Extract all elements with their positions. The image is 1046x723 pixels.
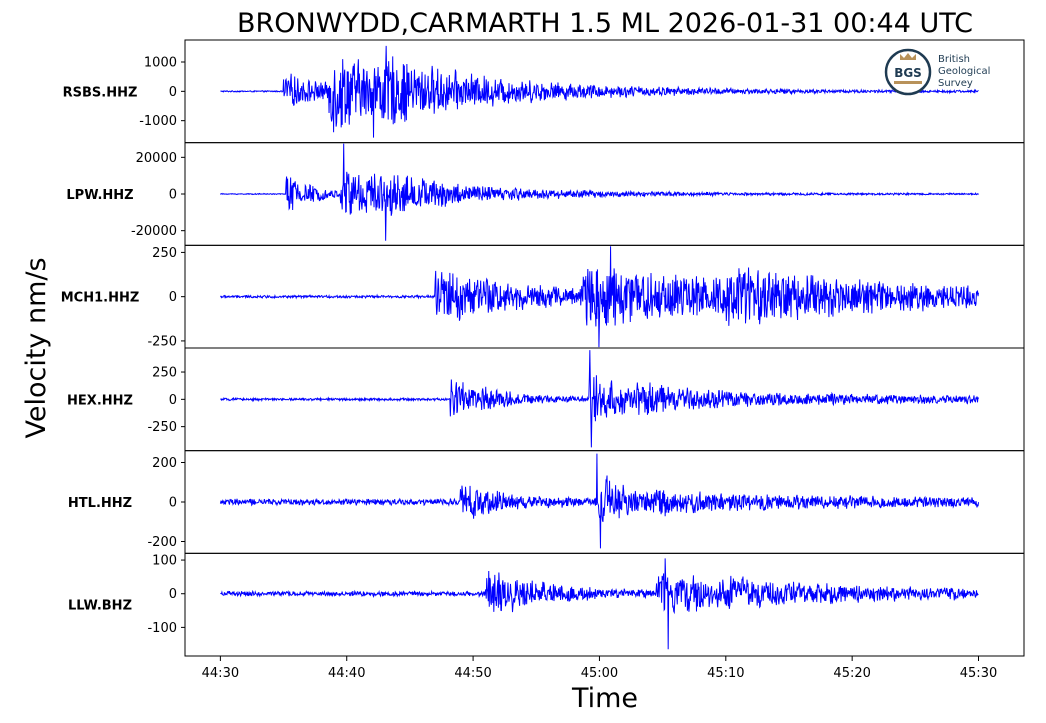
station-label: LPW.HHZ — [66, 188, 133, 203]
y-tick-label: 1000 — [144, 56, 177, 71]
trace-panel: LPW.HHZ 20000 0 -20000 — [66, 142, 1025, 246]
y-tick-label: 0 — [169, 85, 177, 100]
y-tick-label: -250 — [147, 420, 177, 435]
x-tick-label: 45:10 — [707, 666, 744, 681]
y-tick-label: 0 — [169, 290, 177, 305]
bgs-logo-line-3: Survey — [938, 78, 973, 89]
station-label: MCH1.HHZ — [61, 291, 140, 306]
bgs-logo-abbr: BGS — [894, 66, 922, 80]
y-tick-label: 0 — [169, 496, 177, 511]
bgs-logo-line-1: British — [938, 54, 970, 65]
waveform-trace — [220, 246, 980, 348]
x-tick-label: 45:20 — [833, 666, 870, 681]
trace-panel: RSBS.HHZ 1000 0 -1000 — [63, 39, 1025, 144]
y-tick-label: -20000 — [131, 224, 177, 239]
trace-panel: HTL.HHZ 200 0 -200 — [68, 450, 1025, 554]
trace-panels: RSBS.HHZ10000-1000LPW.HHZ200000-20000MCH… — [61, 39, 1025, 657]
y-tick-label: 250 — [152, 246, 177, 261]
trace-panel: LLW.BHZ 100 0 -100 — [68, 552, 1025, 657]
x-tick-label: 45:00 — [581, 666, 618, 681]
station-label: LLW.BHZ — [68, 599, 132, 614]
x-tick-label: 44:30 — [202, 666, 239, 681]
x-axis-label: Time — [571, 683, 638, 714]
station-label: HTL.HHZ — [68, 496, 132, 511]
station-label: HEX.HHZ — [67, 393, 133, 408]
chart-title: BRONWYDD,CARMARTH 1.5 ML 2026-01-31 00:4… — [237, 8, 973, 39]
waveform-trace — [219, 453, 980, 549]
y-tick-label: 200 — [152, 456, 177, 471]
y-tick-label: -1000 — [139, 114, 177, 129]
y-tick-label: 0 — [169, 188, 177, 203]
waveform-trace — [220, 558, 979, 650]
y-tick-label: 20000 — [136, 151, 177, 166]
x-tick-label: 44:40 — [328, 666, 365, 681]
bgs-logo-band — [894, 81, 922, 84]
bgs-logo: BGS British Geological Survey — [884, 48, 990, 96]
y-axis-label: Velocity nm/s — [21, 257, 52, 438]
station-label: RSBS.HHZ — [63, 85, 138, 100]
waveform-trace — [220, 45, 979, 138]
x-axis: 44:30 44:40 44:50 45:00 45:10 45:20 45:30 — [202, 656, 997, 681]
x-tick-label: 44:50 — [454, 666, 491, 681]
y-tick-label: -250 — [147, 334, 177, 349]
x-tick-label: 45:30 — [960, 666, 997, 681]
y-tick-label: -200 — [147, 535, 177, 550]
y-tick-label: -100 — [147, 621, 177, 636]
trace-panel: MCH1.HHZ 250 0 -250 — [61, 244, 1025, 349]
y-tick-label: 0 — [169, 587, 177, 602]
panel-frame — [184, 552, 1025, 657]
y-tick-label: 0 — [169, 393, 177, 408]
y-tick-label: 250 — [152, 366, 177, 381]
trace-panel: HEX.HHZ 250 0 -250 — [67, 347, 1025, 452]
waveform-trace — [219, 143, 979, 241]
y-tick-label: 100 — [152, 554, 177, 569]
bgs-logo-line-2: Geological — [938, 66, 990, 77]
waveform-trace — [220, 350, 979, 448]
bgs-logo-crown-icon — [900, 53, 916, 60]
